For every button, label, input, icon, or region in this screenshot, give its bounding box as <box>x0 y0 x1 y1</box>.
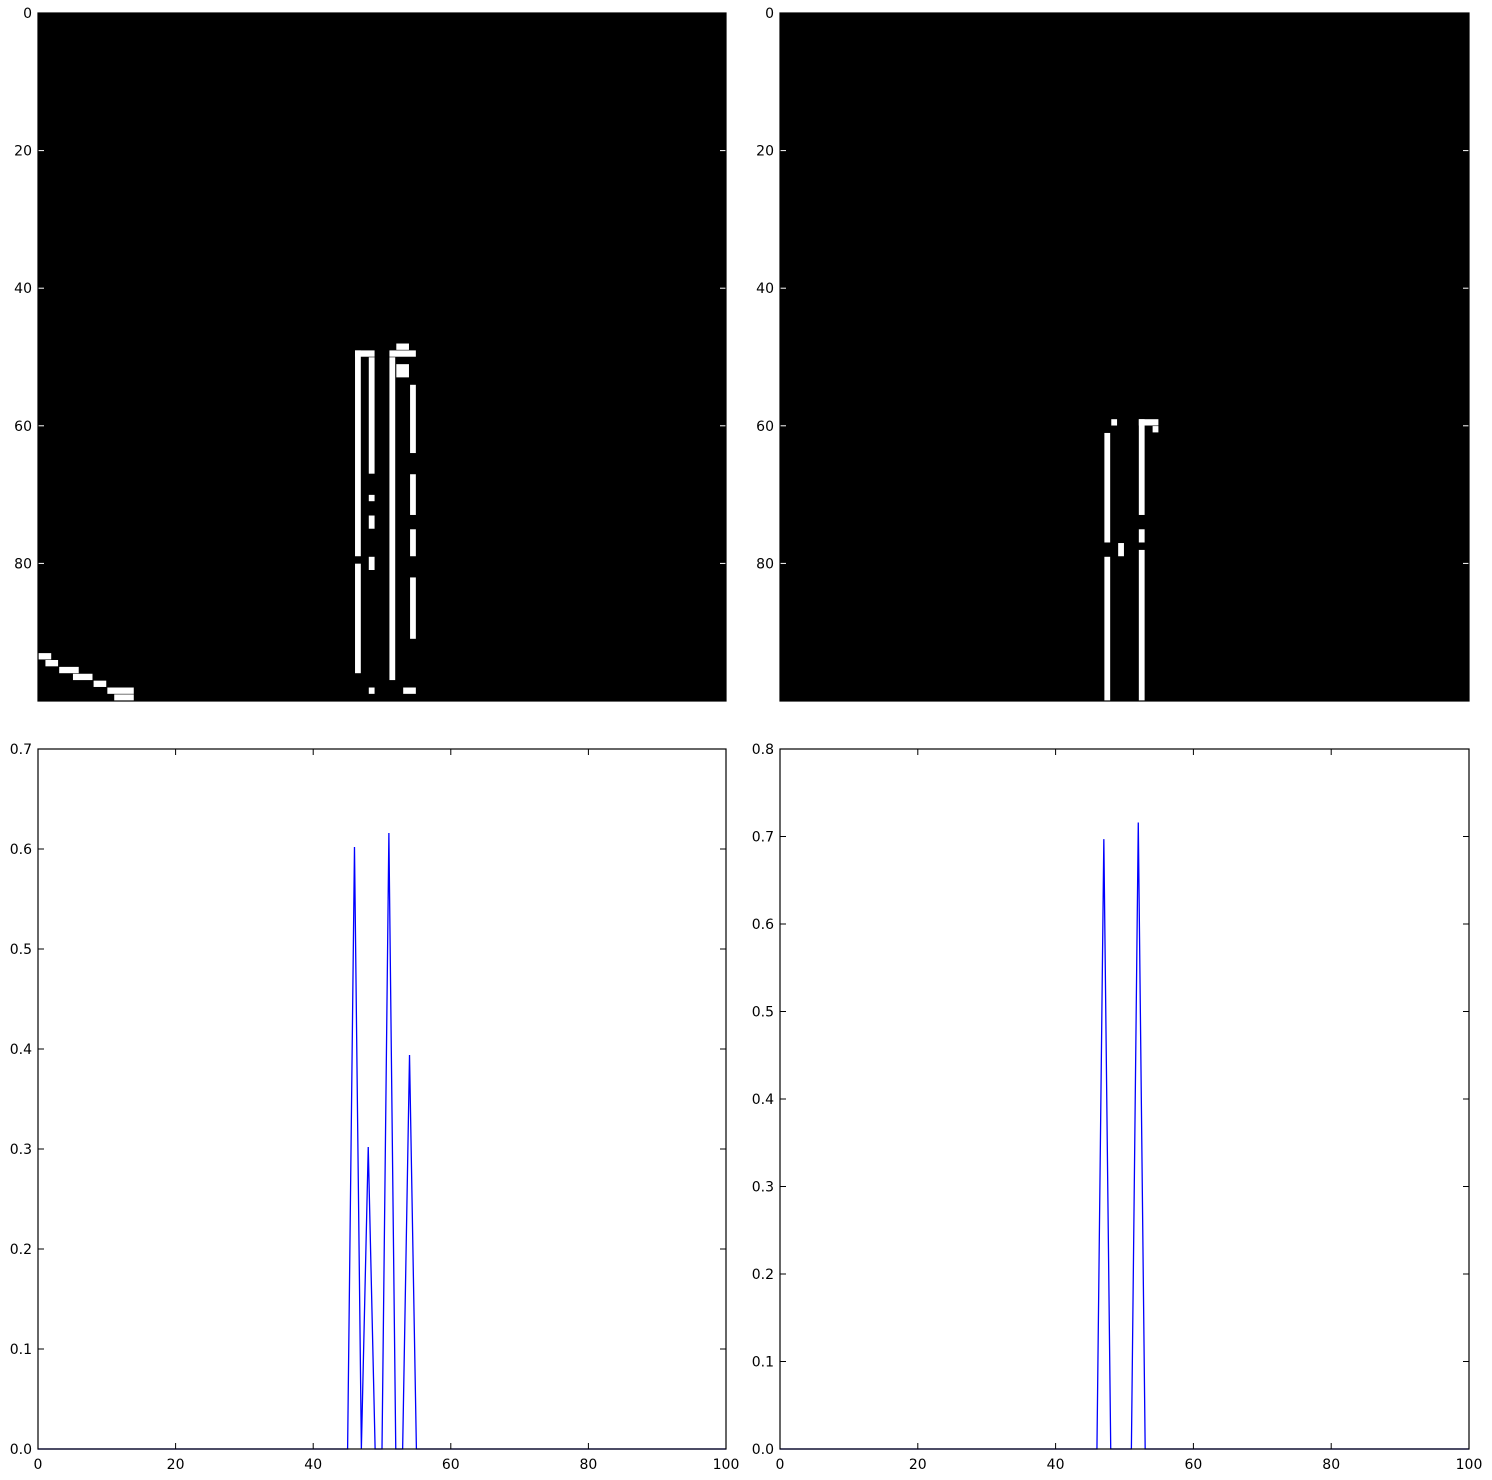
bright-pixel-segment <box>368 687 375 694</box>
y-tick-label: 0.2 <box>752 1267 774 1283</box>
y-tick-label: 0 <box>765 6 774 22</box>
x-tick-label: 0 <box>776 1457 785 1473</box>
x-tick-label: 100 <box>1456 1457 1483 1473</box>
x-tick-label: 40 <box>1047 1457 1065 1473</box>
y-tick-label: 0.3 <box>752 1180 774 1196</box>
panel-3: 0.0 0.1 0.2 0.3 0.4 0.5 0.6 0.7 0 20 40 60 80 100 <box>10 742 740 1473</box>
y-tick-label: 0.6 <box>10 842 32 858</box>
y-tick-label: 80 <box>14 556 32 572</box>
y-tick-label: 0.5 <box>752 1005 774 1021</box>
bright-pixel-segment <box>368 515 375 529</box>
bright-pixel-segment <box>1138 529 1145 543</box>
y-tick-label: 40 <box>756 281 774 297</box>
y-tick-label: 0.0 <box>10 1442 32 1458</box>
y-tick-label: 0.5 <box>10 942 32 958</box>
image-background <box>38 13 726 701</box>
bright-pixel-segment <box>59 666 79 674</box>
bright-pixel-segment <box>93 680 107 687</box>
y-tick-label: 60 <box>14 419 32 435</box>
y-tick-label: 0.1 <box>10 1342 32 1358</box>
y-tick-label: 20 <box>756 144 774 160</box>
bright-pixel-segment <box>1138 419 1145 515</box>
y-tick-label: 0.7 <box>10 742 32 758</box>
panel-1: 0 20 40 60 80 <box>14 6 727 702</box>
y-tick-label: 0.0 <box>752 1442 774 1458</box>
bright-pixel-segment <box>368 556 375 571</box>
bright-pixel-segment <box>403 687 416 694</box>
bright-pixel-segment <box>1152 426 1159 433</box>
image-background <box>780 13 1469 701</box>
bright-pixel-segment <box>368 494 375 502</box>
bright-pixel-segment <box>38 653 52 660</box>
bright-pixel-segment <box>389 350 416 357</box>
x-tick-label: 20 <box>167 1457 185 1473</box>
y-tick-label: 20 <box>14 144 32 160</box>
axes-frame <box>779 748 1470 1450</box>
y-tick-label: 60 <box>756 419 774 435</box>
x-tick-label: 60 <box>442 1457 460 1473</box>
y-tick-label: 0 <box>23 6 32 22</box>
panel-2: 0 20 40 60 80 <box>756 6 1470 702</box>
bright-pixel-segment <box>368 357 375 474</box>
bright-pixel-segment <box>1118 543 1124 557</box>
x-tick-label: 20 <box>909 1457 927 1473</box>
y-tick-label: 0.2 <box>10 1242 32 1258</box>
bright-pixel-segment <box>355 350 375 357</box>
x-tick-label: 40 <box>304 1457 322 1473</box>
bright-pixel-segment <box>410 384 416 454</box>
bright-pixel-segment <box>410 474 416 515</box>
y-tick-label: 80 <box>756 556 774 572</box>
y-tick-label: 0.7 <box>752 830 774 846</box>
bright-pixel-segment <box>72 673 93 681</box>
bright-pixel-segment <box>355 350 361 557</box>
bright-pixel-segment <box>1138 549 1145 701</box>
y-tick-label: 0.3 <box>10 1142 32 1158</box>
axes-frame <box>37 748 727 1450</box>
y-tick-label: 0.6 <box>752 917 774 933</box>
bright-pixel-segment <box>107 687 134 694</box>
bright-pixel-segment <box>396 343 409 350</box>
y-tick-label: 40 <box>14 281 32 297</box>
bright-pixel-segment <box>1111 419 1118 426</box>
axes-frame <box>779 12 1470 702</box>
x-tick-label: 80 <box>579 1457 597 1473</box>
plot-area <box>780 749 1469 1449</box>
bright-pixel-segment <box>396 364 409 378</box>
y-tick-label: 0.1 <box>752 1355 774 1371</box>
bright-pixel-segment <box>389 357 396 681</box>
y-tick-label: 0.4 <box>752 1092 774 1108</box>
panel-4: 0.0 0.1 0.2 0.3 0.4 0.5 0.6 0.7 0.8 0 20 40 60 80 100 <box>752 742 1483 1473</box>
bright-pixel-segment <box>1104 432 1111 543</box>
x-tick-label: 80 <box>1322 1457 1340 1473</box>
plot-area <box>38 749 726 1449</box>
x-tick-label: 60 <box>1184 1457 1202 1473</box>
bright-pixel-segment <box>355 563 361 674</box>
axes-frame <box>37 12 727 702</box>
bright-pixel-segment <box>410 529 416 557</box>
bright-pixel-segment <box>45 659 59 667</box>
y-tick-label: 0.8 <box>752 742 774 758</box>
bright-pixel-segment <box>1138 419 1159 426</box>
bright-pixel-segment <box>410 577 416 639</box>
bright-pixel-segment <box>1104 556 1111 701</box>
x-tick-label: 0 <box>34 1457 43 1473</box>
bright-pixel-segment <box>114 694 134 701</box>
y-tick-label: 0.4 <box>10 1042 32 1058</box>
x-tick-label: 100 <box>713 1457 740 1473</box>
